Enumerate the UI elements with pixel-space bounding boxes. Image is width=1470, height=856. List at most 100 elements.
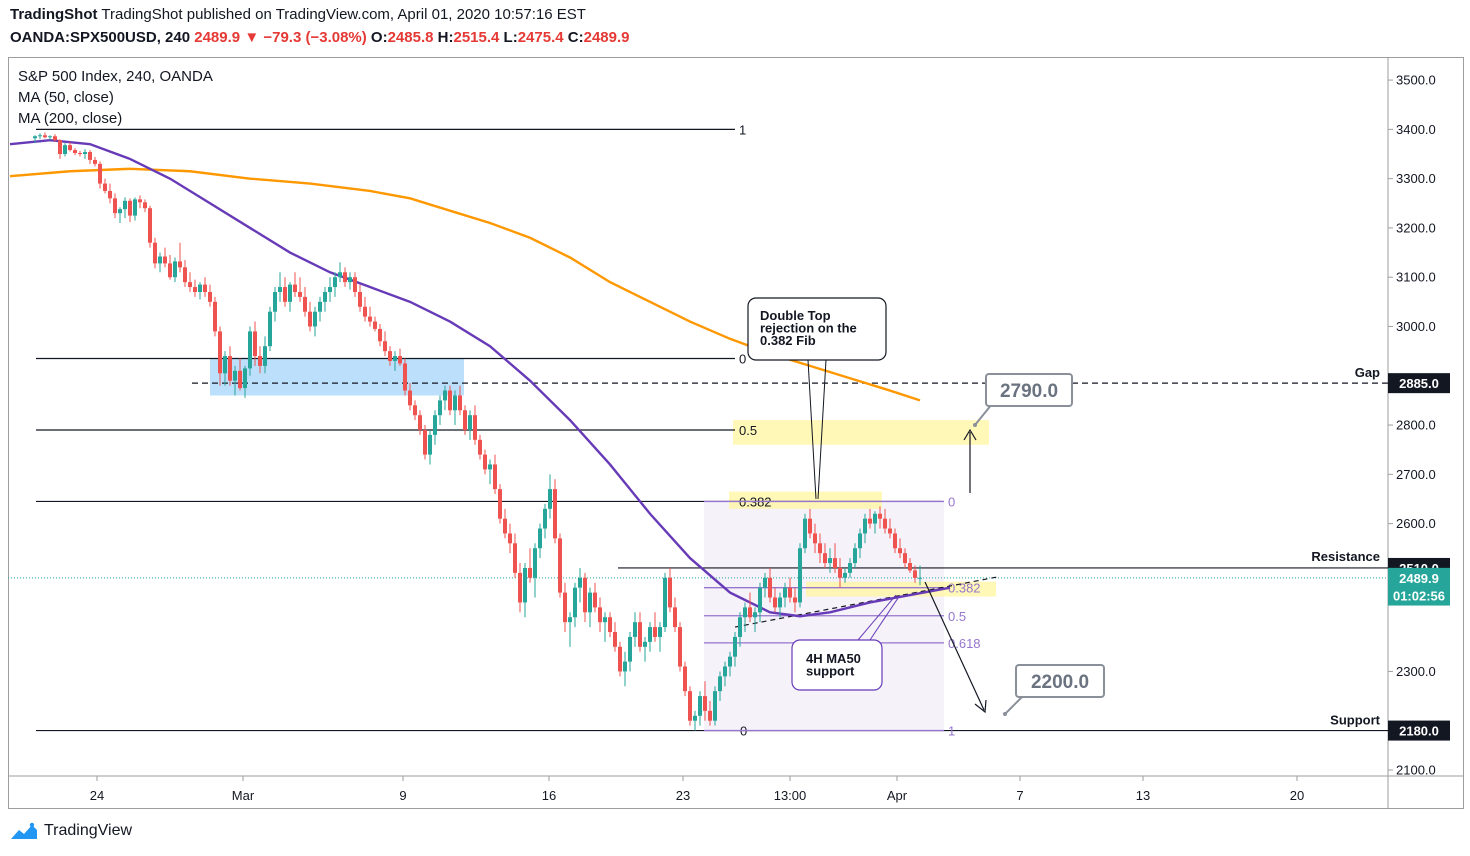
low-label: L: (503, 29, 518, 46)
candle (528, 548, 532, 583)
candle (503, 508, 507, 539)
candle (163, 247, 167, 268)
candle (768, 567, 772, 603)
candle (53, 134, 57, 142)
candle-body (188, 282, 192, 288)
ma50-support-zone (806, 581, 996, 597)
price-change: −79.3 (−3.08%) (263, 29, 367, 46)
high-value: 2515.4 (453, 29, 500, 46)
candle-body (518, 572, 522, 603)
candle-body (463, 410, 467, 430)
candle (863, 513, 867, 544)
candle-body (653, 627, 657, 637)
target-up-label: 2790.0 (1000, 381, 1058, 402)
candle (848, 558, 852, 578)
candle-body (398, 356, 402, 364)
candle (918, 565, 922, 586)
candle (443, 385, 447, 411)
candle (358, 284, 362, 312)
candle-body (738, 617, 742, 637)
candle (483, 449, 487, 475)
x-tick-label: 20 (1290, 788, 1304, 803)
symbol-label: OANDA:SPX500USD, 240 (10, 29, 191, 46)
up-arrow-icon (963, 428, 977, 441)
double-top-callout-text: rejection on the (760, 321, 857, 336)
tradingview-branding[interactable]: TradingView (10, 822, 132, 840)
candle (398, 348, 402, 366)
candle (193, 279, 197, 297)
open-value: 2485.8 (387, 29, 434, 46)
candle (348, 272, 352, 290)
y-tick-label: 3000.0 (1396, 319, 1436, 334)
candle-body (843, 572, 847, 578)
candle-body (863, 518, 867, 534)
candle-body (893, 533, 897, 549)
candle-body (403, 363, 407, 391)
candle-body (283, 287, 287, 302)
candle (623, 651, 627, 687)
candle-body (293, 284, 297, 292)
candle (893, 528, 897, 554)
candle (558, 533, 562, 598)
small-fib-label: 0.382 (948, 581, 981, 596)
target-up-dot (973, 423, 977, 427)
candle-body (393, 356, 397, 361)
candle-body (108, 190, 112, 199)
candle-body (833, 558, 837, 568)
candle (393, 351, 397, 371)
candle (753, 607, 757, 633)
candle-body (633, 622, 637, 637)
small-fib-label: 1 (948, 724, 955, 739)
candle-body (113, 198, 117, 214)
candle-body (663, 577, 667, 628)
candle (388, 346, 392, 366)
candle (758, 582, 762, 623)
candle (98, 161, 102, 189)
candle-body (48, 136, 52, 138)
candle-body (88, 152, 92, 160)
candle (428, 429, 432, 465)
candle (903, 548, 907, 568)
candle (48, 135, 52, 141)
candle (883, 508, 887, 534)
candle-body (383, 341, 387, 352)
candle-body (298, 291, 302, 297)
down-arrow-line (924, 581, 985, 711)
candle (448, 385, 452, 416)
x-tick-label: 13 (1136, 788, 1150, 803)
ma50-callout-text: 4H MA50 (806, 651, 861, 666)
candle (43, 132, 47, 139)
candle (688, 686, 692, 726)
candle-body (433, 415, 437, 435)
candle-body (288, 284, 292, 302)
candle (643, 636, 647, 662)
candle-body (193, 287, 197, 292)
candle (618, 641, 622, 677)
candle-body (548, 489, 552, 509)
fib-level-label: 1 (739, 122, 746, 137)
candle-body (823, 553, 827, 564)
candle-body (498, 489, 502, 519)
price-label: 01:02:56 (1393, 589, 1445, 604)
candle-body (328, 287, 332, 292)
candle (728, 651, 732, 677)
candle (633, 612, 637, 647)
candle (858, 528, 862, 559)
ma50-legend[interactable]: MA (50, close) (18, 89, 114, 106)
candle-body (233, 370, 237, 381)
ma200-legend[interactable]: MA (200, close) (18, 110, 123, 127)
gap-label: Gap (1355, 365, 1380, 380)
candle (183, 259, 187, 288)
chart-frame[interactable] (8, 57, 1464, 809)
candle (373, 316, 377, 332)
candle (733, 632, 737, 667)
candle (383, 331, 387, 357)
candle (838, 558, 842, 588)
candle (538, 523, 542, 559)
candle (463, 405, 467, 435)
candle (458, 385, 462, 416)
candle-body (873, 513, 877, 524)
candle (898, 538, 902, 559)
candle (178, 242, 182, 273)
